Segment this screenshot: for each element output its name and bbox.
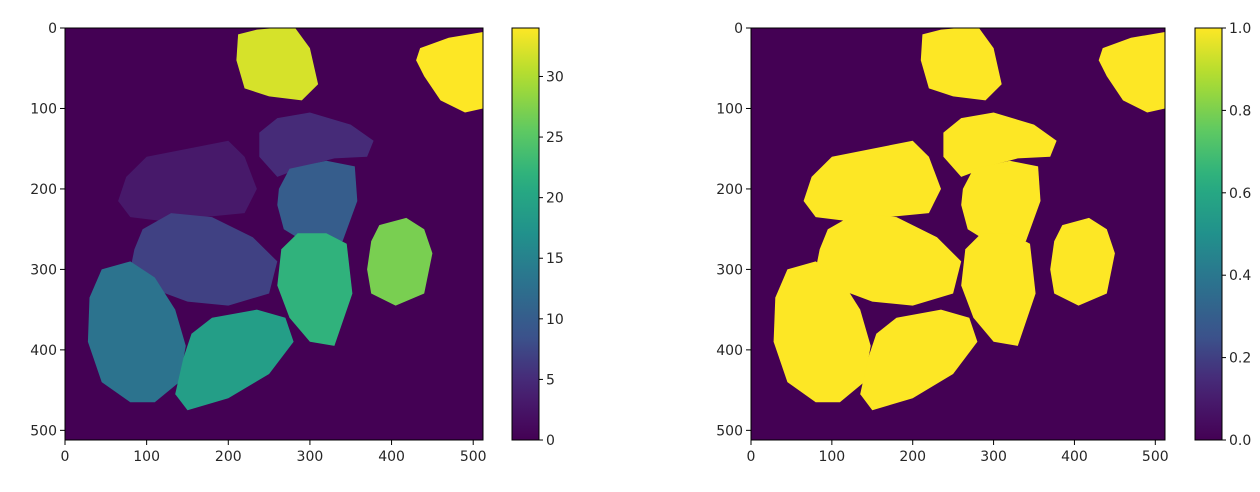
panel-2-ytick-label-500: 500 <box>716 423 743 439</box>
panel-2-ytick-label-0: 0 <box>734 21 743 37</box>
panel-1-ytick-label-500: 500 <box>30 423 57 439</box>
panel-2-ytick-label-100: 100 <box>716 101 743 117</box>
panel-1-region-6 <box>130 213 278 306</box>
panel-2-ytick-label-300: 300 <box>716 262 743 278</box>
panel-2-region-7 <box>961 233 1036 346</box>
panel-2-colorbar-gradient <box>1194 27 1223 441</box>
panel-2-frame <box>750 27 1166 441</box>
panel-1-colorbar-gradient <box>511 27 540 441</box>
panel-2-colorbar-tick-label-3: 0.6 <box>1229 186 1251 202</box>
panel-1-ytick-label-100: 100 <box>30 101 57 117</box>
panel-2-ytick-label-200: 200 <box>716 182 743 198</box>
panel-1-colorbar-tick-label-1: 5 <box>546 372 555 388</box>
panel-2-xtick-label-200: 200 <box>899 449 926 465</box>
panel-1-region-9 <box>87 261 186 403</box>
panel-2-xtick-label-100: 100 <box>818 449 845 465</box>
panel-2-region-9 <box>773 261 871 403</box>
panel-1-region-10 <box>175 309 294 411</box>
panel-2-xtick-label-400: 400 <box>1061 449 1088 465</box>
panel-2-region-6 <box>815 213 962 306</box>
panel-2-region-1 <box>920 28 1002 101</box>
panel-1-colorbar-tick-label-0: 0 <box>546 433 555 449</box>
panel-2-colorbar-tick-label-1: 0.2 <box>1229 351 1251 367</box>
panel-1-colorbar-tick-label-6: 30 <box>546 69 564 85</box>
panel-2-region-10 <box>860 309 978 411</box>
panel-1-xtick-label-400: 400 <box>378 449 405 465</box>
panel-1-frame <box>64 27 484 441</box>
panel-2-region-8 <box>1050 217 1115 306</box>
panel-2-xtick-label-300: 300 <box>980 449 1007 465</box>
panel-1-ytick-label-300: 300 <box>30 262 57 278</box>
panel-2-region-5 <box>961 160 1041 246</box>
panel-1-xtick-label-100: 100 <box>133 449 160 465</box>
panel-1-region-5 <box>277 160 358 246</box>
panel-1-xtick-label-500: 500 <box>460 449 487 465</box>
panel-2-colorbar-tick-label-0: 0.0 <box>1229 433 1251 449</box>
panel-1-colorbar-tick-label-3: 15 <box>546 251 564 267</box>
panel-2-colorbar-tick-label-5: 1.0 <box>1229 21 1251 37</box>
panel-2-xtick-label-500: 500 <box>1142 449 1169 465</box>
panel-1-region-3 <box>118 140 257 222</box>
panel-1-region-7 <box>277 233 353 346</box>
panel-2-colorbar: 0.0 0.2 0.4 0.6 0.8 1.0 <box>1194 21 1251 449</box>
panel-1-colorbar-tick-label-5: 25 <box>546 130 564 146</box>
panel-1-region-1 <box>236 28 319 101</box>
panel-1-ytick-label-0: 0 <box>48 21 57 37</box>
panel-1-xtick-label-300: 300 <box>297 449 324 465</box>
panel-1-ytick-label-400: 400 <box>30 343 57 359</box>
panel-2-region-4 <box>943 112 1057 177</box>
panel-1-region-4 <box>259 112 374 177</box>
panel-2-ytick-label-400: 400 <box>716 343 743 359</box>
panel-2-xtick-label-0: 0 <box>747 449 756 465</box>
panel-1-xtick-label-0: 0 <box>61 449 70 465</box>
panel-1-colorbar-tick-label-4: 20 <box>546 191 564 207</box>
panel-1-ytick-label-200: 200 <box>30 182 57 198</box>
panel-2-colorbar-tick-label-2: 0.4 <box>1229 268 1251 284</box>
panel-2-region-3 <box>803 140 941 222</box>
panel-1-colorbar: 0 5 10 15 20 25 30 <box>511 27 564 449</box>
panel-1-region-2 <box>416 32 483 113</box>
panel-2-region-2 <box>1098 32 1165 113</box>
panel-1-colorbar-tick-label-2: 10 <box>546 312 564 328</box>
panel-2-colorbar-tick-label-4: 0.8 <box>1229 103 1251 119</box>
panel-1-region-8 <box>367 217 433 306</box>
panel-1-xtick-label-200: 200 <box>215 449 242 465</box>
